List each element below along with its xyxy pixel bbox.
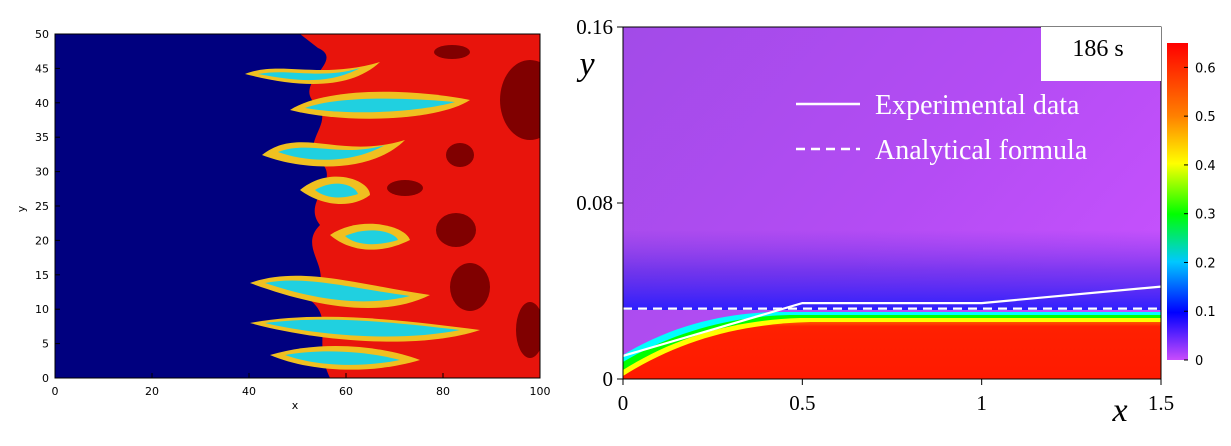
colorbar-tick-label: 0 — [1195, 354, 1203, 369]
right-x-tick-label: 1 — [976, 391, 987, 415]
colorbar-ticks: 0 0.1 0.2 0.3 0.4 0.5 0.6 — [1184, 61, 1216, 369]
colorbar-tick-label: 0.6 — [1195, 61, 1216, 76]
finger-7 — [250, 316, 480, 342]
left-y-tick-label: 25 — [35, 200, 49, 213]
finger-2 — [290, 91, 470, 119]
left-y-tick-label: 0 — [42, 372, 49, 385]
left-y-tick-label: 40 — [35, 97, 49, 110]
left-y-tick-label: 15 — [35, 269, 49, 282]
colorbar-tick-label: 0.2 — [1195, 256, 1216, 271]
right-x-axis-label: x — [1111, 392, 1127, 429]
right-y-tick-label: 0.16 — [576, 15, 613, 39]
time-annotation-box: 186 s — [1041, 27, 1161, 81]
right-x-tick-label: 0.5 — [789, 391, 815, 415]
left-x-tick-label: 40 — [242, 385, 256, 398]
left-y-tick-label: 10 — [35, 303, 49, 316]
right-y-tick-label: 0.08 — [576, 191, 613, 215]
finger-6 — [250, 275, 430, 308]
left-plot: 0 20 40 60 80 100 0 5 10 15 20 25 30 35 40 45 50 x y — [15, 28, 551, 412]
right-y-ticks: 0 0.08 0.16 — [576, 15, 623, 391]
colorbar-tick-label: 0.3 — [1195, 208, 1216, 223]
left-y-tick-label: 30 — [35, 166, 49, 179]
left-x-tick-label: 60 — [339, 385, 353, 398]
right-x-tick-label: 1.5 — [1148, 391, 1174, 415]
colorbar-tick-label: 0.1 — [1195, 305, 1216, 320]
right-plot: 0 0.5 1 1.5 0 0.08 0.16 x y 186 s Experimenta… — [576, 15, 1174, 429]
time-annotation: 186 s — [1072, 36, 1123, 62]
right-x-ticks: 0 0.5 1 1.5 — [618, 379, 1174, 415]
right-y-tick-label: 0 — [603, 367, 614, 391]
left-plot-field — [55, 34, 540, 378]
left-y-tick-label: 45 — [35, 62, 49, 75]
left-x-tick-label: 20 — [145, 385, 159, 398]
finger-1 — [245, 62, 380, 84]
right-x-tick-label: 0 — [618, 391, 629, 415]
left-x-axis-label: x — [292, 399, 299, 412]
finger-5 — [330, 223, 410, 250]
finger-4 — [300, 176, 370, 205]
left-x-tick-label: 80 — [436, 385, 450, 398]
left-y-axis-label: y — [15, 205, 28, 212]
right-y-axis-label: y — [576, 46, 595, 83]
series-line-experimental — [623, 285, 1161, 357]
left-x-tick-label: 0 — [52, 385, 59, 398]
colorbar-gradient — [1167, 43, 1188, 360]
legend: Experimental data Analytical formula — [796, 90, 1088, 166]
field-blue-band — [623, 230, 1161, 310]
left-y-tick-label: 20 — [35, 234, 49, 247]
left-y-tick-label: 35 — [35, 131, 49, 144]
finger-3 — [262, 140, 405, 167]
left-x-tick-label: 100 — [530, 385, 551, 398]
colorbar: 0 0.1 0.2 0.3 0.4 0.5 0.6 — [1167, 43, 1216, 369]
left-x-ticks: 0 20 40 60 80 100 — [52, 373, 551, 398]
colorbar-tick-label: 0.5 — [1195, 110, 1216, 125]
left-y-tick-label: 5 — [42, 338, 49, 351]
legend-label-experimental: Experimental data — [875, 90, 1080, 121]
right-plot-field — [623, 27, 1161, 379]
left-y-tick-label: 50 — [35, 28, 49, 41]
field-red-region — [623, 322, 1161, 379]
left-y-ticks: 0 5 10 15 20 25 30 35 40 45 50 — [35, 28, 60, 385]
finger-8 — [270, 345, 420, 370]
series-lines — [623, 285, 1161, 357]
legend-label-analytical: Analytical formula — [875, 135, 1088, 166]
colorbar-tick-label: 0.4 — [1195, 159, 1216, 174]
